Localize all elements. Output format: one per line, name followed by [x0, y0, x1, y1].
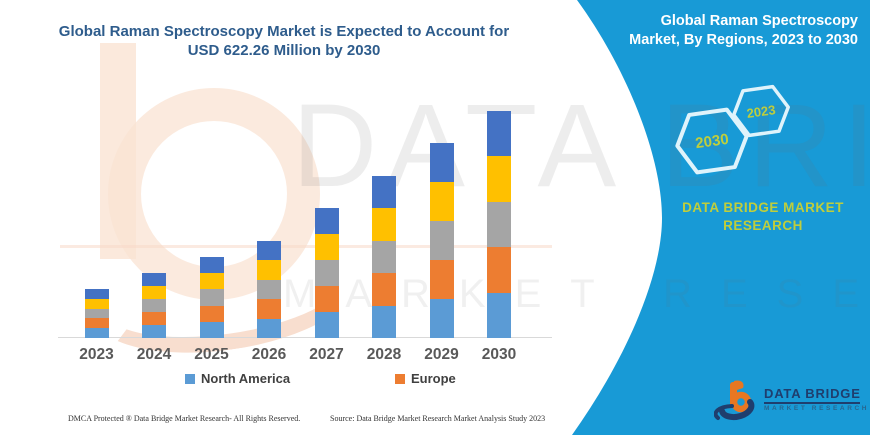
- bar-segment-2026-0: [257, 318, 281, 338]
- bar-segment-2028-1: [372, 273, 396, 306]
- watermark-horizontal-line: [60, 245, 552, 248]
- bar-segment-2025-0: [199, 321, 224, 338]
- footer-source-text: Source: Data Bridge Market Research Mark…: [330, 414, 546, 423]
- bar-segment-2027-1: [314, 286, 339, 312]
- bar-segment-2029-4: [429, 143, 454, 182]
- bar-segment-2026-2: [257, 279, 281, 300]
- watermark-text-line2: MARKET RESEARCH: [283, 272, 870, 316]
- brand-wordmark: DATA BRIDGE MARKET RESEARCH: [682, 200, 844, 233]
- bar-segment-2024-4: [142, 273, 166, 286]
- bar-2023: [84, 289, 109, 338]
- bar-segment-2028-3: [372, 208, 396, 241]
- watermark-text-line1: DATA BRIDGE: [292, 80, 870, 212]
- x-axis-label-2023: 2023: [79, 346, 114, 363]
- watermark-logo-swoosh: [81, 219, 367, 369]
- bar-segment-2029-3: [429, 182, 454, 221]
- hexagon-2023-label: 2023: [745, 101, 777, 121]
- bar-2024: [142, 273, 166, 338]
- x-axis-label-2027: 2027: [309, 346, 344, 363]
- bar-segment-2025-3: [199, 273, 224, 290]
- bar-segment-2027-2: [314, 260, 339, 286]
- bar-segment-2024-1: [142, 312, 166, 325]
- hexagon-2023: 2023: [728, 82, 794, 140]
- x-axis-label-2028: 2028: [366, 346, 402, 363]
- bar-segment-2029-2: [429, 221, 454, 260]
- bar-segment-2027-3: [314, 234, 339, 260]
- x-axis-label-2026: 2026: [251, 346, 287, 363]
- bar-segment-2029-0: [429, 299, 454, 338]
- logo-name-text: DATA BRIDGE: [764, 386, 861, 401]
- hexagon-2030-label: 2030: [694, 130, 730, 152]
- plot-area: 2023 2024 2025 2026 2027 2028 2029 2030: [58, 111, 552, 363]
- bar-segment-2026-4: [257, 241, 281, 261]
- legend-item-north-america: North America: [185, 371, 290, 386]
- bar-segment-2024-0: [142, 325, 166, 338]
- bar-segment-2023-0: [84, 328, 109, 338]
- chart-legend: North America Europe: [0, 371, 560, 389]
- bar-segment-2025-4: [199, 257, 224, 274]
- dbmr-logo-icon: [713, 380, 755, 421]
- x-axis-label-2024: 2024: [136, 346, 172, 363]
- bar-segment-2026-1: [257, 299, 281, 319]
- bar-segment-2024-2: [142, 299, 166, 312]
- watermark-logo-stem: [100, 43, 136, 259]
- bar-segment-2030-0: [487, 292, 511, 338]
- bar-segment-2023-1: [84, 318, 109, 329]
- x-axis-line: [58, 337, 552, 338]
- legend-swatch-europe: [395, 373, 405, 384]
- bar-segment-2023-4: [84, 289, 109, 299]
- bar-segment-2029-1: [429, 260, 454, 299]
- bar-segment-2030-4: [487, 111, 511, 157]
- bar-segment-2023-3: [84, 298, 109, 309]
- x-axis-label-2025: 2025: [194, 346, 229, 363]
- bar-segment-2030-1: [487, 247, 511, 293]
- bar-segment-2023-2: [84, 308, 109, 319]
- bar-segment-2028-4: [372, 176, 396, 209]
- bar-2030: [487, 111, 511, 338]
- bar-segment-2027-4: [314, 208, 339, 234]
- footer-dmca-text: DMCA Protected ® Data Bridge Market Rese…: [68, 414, 301, 423]
- hexagon-2023-outline: [732, 84, 790, 138]
- logo-divider-line: [764, 402, 860, 404]
- bar-segment-2028-0: [372, 305, 396, 338]
- legend-item-europe: Europe: [395, 371, 456, 386]
- bar-segment-2030-2: [487, 201, 511, 248]
- panel-title: Global Raman Spectroscopy Market, By Reg…: [629, 13, 858, 48]
- bar-segment-2027-0: [314, 312, 339, 338]
- legend-swatch-north-america: [185, 373, 195, 384]
- bar-segment-2028-2: [372, 240, 396, 274]
- bar-2025: [199, 257, 224, 338]
- hexagon-2030: 2030: [670, 104, 754, 178]
- hexagon-2030-outline: [675, 107, 749, 175]
- bar-2029: [429, 143, 454, 338]
- legend-label-north-america: North America: [201, 371, 291, 386]
- bar-segment-2026-3: [257, 260, 281, 280]
- dbmr-logo: DATA BRIDGE MARKET RESEARCH: [713, 378, 866, 430]
- x-axis-label-2030: 2030: [481, 346, 517, 363]
- chart-title: Global Raman Spectroscopy Market is Expe…: [58, 23, 510, 59]
- bar-segment-2025-1: [199, 305, 224, 322]
- x-axis-label-2029: 2029: [424, 346, 459, 363]
- logo-tagline-text: MARKET RESEARCH: [764, 405, 870, 412]
- bar-2028: [372, 176, 396, 338]
- bar-2026: [257, 241, 281, 338]
- bar-segment-2030-3: [487, 156, 511, 202]
- watermark-logo-ring: [108, 88, 320, 300]
- bar-segment-2025-2: [199, 289, 224, 306]
- bar-segment-2024-3: [142, 286, 166, 299]
- bar-2027: [314, 208, 339, 338]
- legend-label-europe: Europe: [411, 371, 456, 386]
